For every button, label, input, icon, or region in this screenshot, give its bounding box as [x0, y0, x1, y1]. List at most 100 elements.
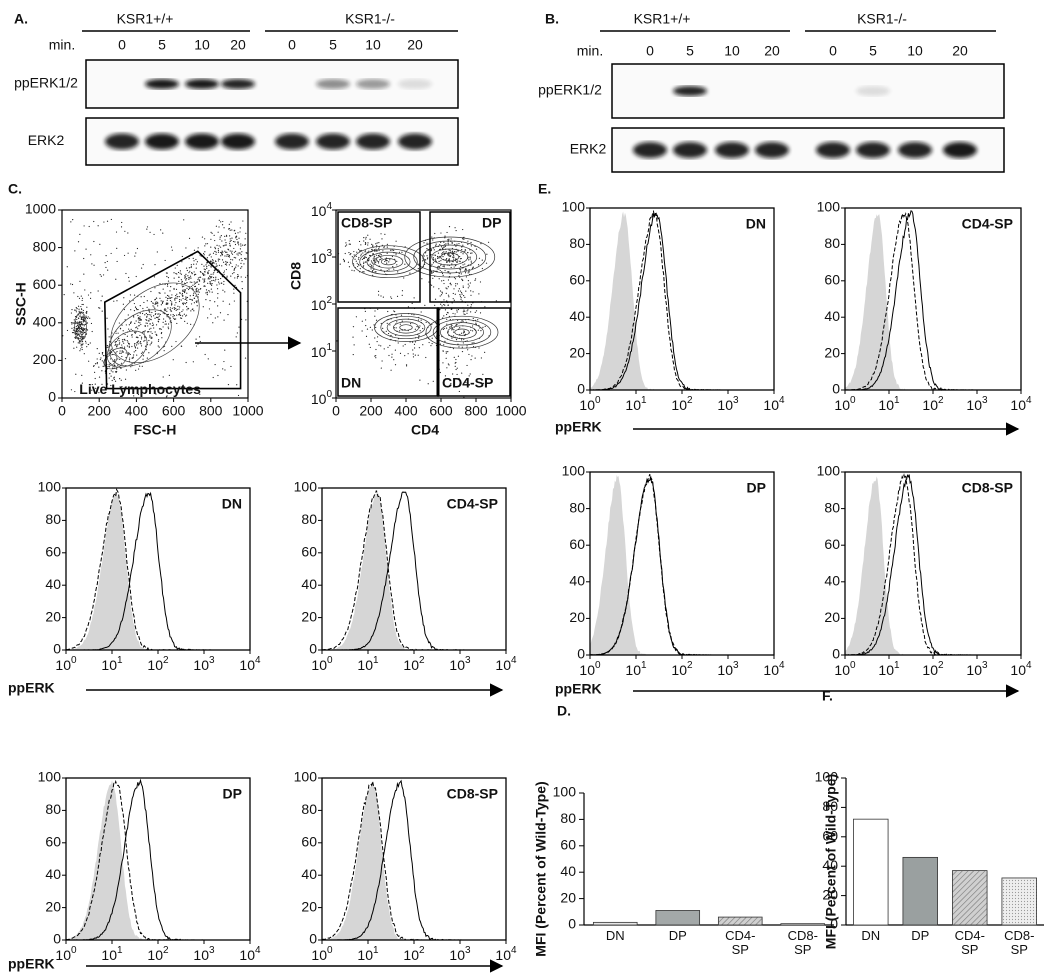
event-dot	[148, 318, 150, 320]
event-dot	[183, 290, 185, 292]
event-dot	[189, 277, 191, 279]
log-tick-label: 104	[239, 655, 261, 673]
y-tick-label: 0	[53, 931, 61, 947]
event-dot	[218, 226, 220, 228]
contour	[359, 248, 418, 275]
event-dot	[135, 327, 137, 329]
y-tick-label: 80	[45, 511, 61, 527]
event-dot	[70, 221, 72, 223]
event-dot	[433, 258, 435, 260]
event-dot	[425, 252, 427, 254]
event-dot	[134, 347, 137, 349]
event-dot	[183, 285, 185, 287]
event-dot	[459, 290, 462, 292]
event-dot	[179, 306, 181, 308]
event-dot	[470, 241, 472, 244]
event-dot	[109, 358, 112, 360]
event-dot	[453, 329, 455, 331]
event-dot	[427, 257, 429, 259]
event-dot	[207, 317, 209, 319]
event-dot	[218, 264, 221, 266]
event-dot	[452, 312, 454, 315]
event-dot	[72, 219, 74, 221]
shaded-histogram	[66, 491, 250, 650]
contour	[432, 319, 492, 346]
event-dot	[386, 322, 388, 324]
event-dot	[209, 260, 212, 262]
event-dot	[446, 318, 448, 320]
event-dot	[129, 294, 132, 296]
event-dot	[233, 288, 235, 290]
event-dot	[401, 251, 403, 253]
event-dot	[441, 272, 444, 275]
event-dot	[453, 266, 455, 268]
event-dot	[184, 303, 187, 305]
event-dot	[378, 344, 380, 346]
event-dot	[146, 322, 148, 324]
event-dot	[206, 262, 209, 264]
event-dot	[135, 331, 137, 333]
event-dot	[426, 258, 429, 260]
event-dot	[377, 262, 380, 264]
event-dot	[454, 278, 457, 280]
y-tick-label: 40	[824, 308, 840, 324]
x-tick-label: 800	[199, 403, 223, 419]
event-dot	[470, 262, 472, 264]
event-dot	[479, 281, 482, 283]
event-dot	[205, 264, 207, 266]
histogram-title: CD8-SP	[962, 480, 1013, 496]
event-dot	[87, 294, 90, 296]
event-dot	[365, 324, 367, 327]
event-dot	[112, 367, 114, 369]
event-dot	[462, 311, 464, 313]
event-dot	[80, 305, 82, 308]
event-dot	[163, 318, 165, 320]
tick-base: 10	[1010, 662, 1026, 678]
event-dot	[188, 288, 190, 291]
event-dot	[77, 323, 79, 325]
event-dot	[181, 286, 184, 288]
tick-base: 10	[193, 947, 209, 963]
event-dot	[184, 320, 186, 322]
event-dot	[79, 328, 81, 330]
event-dot	[422, 344, 424, 346]
event-dot	[388, 269, 390, 271]
event-dot	[367, 244, 369, 246]
event-dot	[175, 288, 178, 290]
time-label: 10	[365, 37, 381, 53]
event-dot	[474, 311, 476, 314]
event-dot	[206, 267, 208, 269]
event-dot	[463, 238, 465, 240]
event-dot	[81, 328, 83, 331]
log-tick-label: 101	[625, 395, 647, 413]
event-dot	[464, 269, 466, 271]
band	[398, 133, 432, 150]
plot-frame	[321, 487, 507, 651]
event-dot	[223, 273, 225, 276]
event-dot	[115, 343, 117, 345]
event-dot	[171, 303, 173, 305]
event-dot	[94, 363, 97, 365]
event-dot	[413, 314, 415, 316]
event-dot	[389, 344, 391, 347]
event-dot	[237, 232, 239, 234]
event-dot	[116, 300, 118, 302]
event-dot	[155, 297, 158, 299]
event-dot	[82, 319, 84, 321]
panel-label: A.	[14, 11, 28, 27]
band	[673, 142, 707, 158]
event-dot	[426, 255, 428, 257]
event-dot	[166, 316, 168, 318]
y-tick-label: 80	[560, 810, 576, 826]
event-dot	[364, 250, 366, 252]
event-dot	[193, 271, 195, 273]
event-dot	[174, 297, 177, 299]
event-dot	[80, 308, 83, 310]
event-dot	[199, 276, 201, 278]
event-dot	[234, 241, 236, 243]
event-dot	[218, 219, 220, 221]
event-dot	[206, 257, 209, 259]
event-dot	[376, 340, 378, 343]
event-dot	[157, 318, 160, 320]
event-dot	[180, 279, 183, 281]
